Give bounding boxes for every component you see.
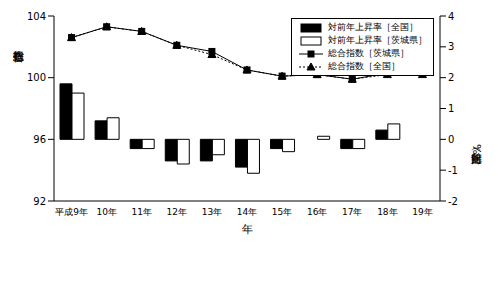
svg-text:0: 0 <box>448 134 454 145</box>
svg-text:19年: 19年 <box>412 207 432 217</box>
svg-text:13年: 13年 <box>202 207 222 217</box>
svg-text:100: 100 <box>27 72 46 83</box>
svg-text:3: 3 <box>448 41 454 52</box>
svg-text:14年: 14年 <box>237 207 257 217</box>
svg-text:17年: 17年 <box>342 207 362 217</box>
svg-text:対前年比（%）: 対前年比（%） <box>470 144 483 165</box>
svg-text:96: 96 <box>33 134 46 145</box>
svg-text:15年: 15年 <box>272 207 292 217</box>
html-text:対前年上昇率［全国］: 対前年上昇率［全国］ <box>328 22 418 32</box>
svg-text:11年: 11年 <box>132 207 152 217</box>
svg-text:2: 2 <box>448 72 454 83</box>
html-text:総合指数: 総合指数 <box>11 41 25 42</box>
svg-text:104: 104 <box>27 11 46 22</box>
svg-text:1: 1 <box>448 103 454 114</box>
html-text:総合指数［全国］: 総合指数［全国］ <box>328 61 400 71</box>
html-text:対前年上昇率［茨城県］: 対前年上昇率［茨城県］ <box>328 35 427 45</box>
svg-text:年: 年 <box>242 223 253 236</box>
svg-text:4: 4 <box>448 11 454 22</box>
svg-text:10年: 10年 <box>96 207 116 217</box>
svg-text:12年: 12年 <box>167 207 187 217</box>
svg-text:18年: 18年 <box>377 207 397 217</box>
svg-text:-2: -2 <box>448 196 458 207</box>
svg-text:16年: 16年 <box>307 207 327 217</box>
svg-text:総合指数: 総合指数 <box>14 51 26 63</box>
svg-text:平成9年: 平成9年 <box>55 207 88 217</box>
html-text:総合指数［茨城県］: 総合指数［茨城県］ <box>328 48 409 58</box>
svg-text:-1: -1 <box>448 165 458 176</box>
svg-text:92: 92 <box>33 196 46 207</box>
